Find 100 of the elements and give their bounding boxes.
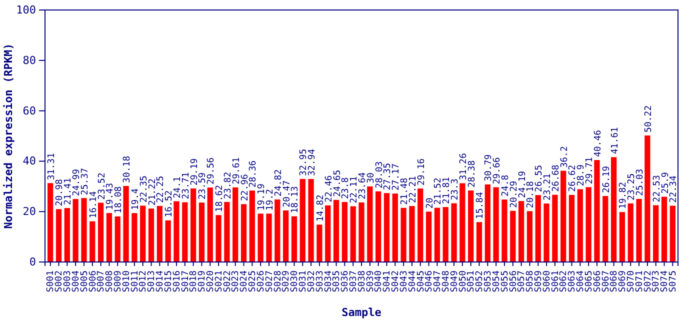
x-tick-label: S065 [584, 270, 594, 292]
y-axis-title: Normalized expression (RPKM) [2, 43, 15, 229]
bar [384, 193, 390, 262]
x-tick-label: S050 [458, 270, 468, 292]
bar [409, 206, 415, 262]
data-label: 26.19 [602, 166, 612, 193]
x-tick-label: S043 [399, 270, 410, 292]
data-label: 14.82 [316, 194, 326, 222]
data-label: 40.46 [593, 130, 604, 158]
data-label: 24.8 [500, 174, 511, 197]
bar [140, 206, 146, 262]
x-tick-label: S017 [180, 270, 191, 292]
x-tick-label: S049 [450, 270, 460, 292]
x-tick-label: S032 [306, 270, 317, 292]
bar [350, 206, 356, 262]
x-tick-label: S067 [601, 270, 612, 292]
bar [207, 188, 213, 262]
bar [106, 213, 112, 262]
data-label: 22.96 [240, 174, 250, 202]
data-label: 23.64 [358, 172, 368, 200]
bar [224, 202, 230, 262]
data-label: 23.52 [97, 172, 108, 200]
bar [282, 210, 289, 262]
data-label: 22.53 [652, 175, 662, 202]
bar [594, 160, 600, 262]
y-tick-label: 40 [22, 154, 36, 168]
data-label: 22.35 [139, 176, 150, 203]
bar [434, 208, 440, 262]
x-tick-label: S066 [592, 270, 603, 292]
bar [451, 203, 457, 262]
bar [568, 194, 575, 262]
bar [442, 207, 448, 262]
bar [48, 183, 54, 262]
bar [249, 190, 255, 262]
bar [325, 205, 331, 262]
bar [342, 202, 348, 262]
data-label: 26.68 [551, 164, 562, 192]
bar [661, 196, 668, 262]
bar [316, 224, 322, 262]
bar [552, 194, 558, 262]
bar [602, 196, 608, 262]
bar [90, 221, 96, 262]
bar [670, 206, 676, 262]
bar [165, 220, 171, 262]
bar [98, 202, 104, 262]
bar [216, 215, 222, 262]
bar [493, 187, 499, 262]
bar [560, 170, 566, 262]
x-axis-title: Sample [342, 306, 382, 319]
y-tick-label: 20 [22, 205, 36, 218]
bar [198, 202, 205, 262]
data-label: 22.34 [669, 176, 680, 203]
x-tick-label: S033 [315, 270, 326, 292]
x-tick-label: S011 [130, 270, 140, 292]
data-label: 29.16 [416, 158, 427, 186]
bar [376, 191, 382, 262]
bar [400, 208, 406, 262]
data-label: 19.2 [265, 188, 276, 211]
data-label: 32.94 [308, 148, 318, 176]
x-tick-label: S015 [164, 270, 174, 292]
bar [64, 208, 70, 262]
y-tick-label: 60 [22, 104, 36, 118]
data-label: 29.19 [190, 158, 200, 186]
bar [333, 200, 340, 262]
bar [232, 187, 238, 262]
bar [148, 208, 154, 262]
bar [484, 184, 490, 262]
x-tick-label: S056 [508, 270, 519, 292]
data-label: 30 [366, 172, 376, 184]
bar [476, 222, 482, 262]
data-label: 18.08 [114, 186, 124, 214]
bar [468, 190, 474, 262]
bar [174, 201, 180, 262]
bar [156, 206, 162, 262]
x-tick-label: S010 [122, 270, 132, 292]
bar [644, 135, 650, 262]
data-label: 28.38 [467, 160, 478, 188]
bar [240, 204, 247, 262]
y-tick-label: 80 [22, 54, 36, 67]
bar [586, 187, 592, 262]
y-tick-label: 100 [16, 4, 36, 17]
x-tick-label: S005 [80, 270, 90, 292]
bar [132, 213, 138, 262]
data-label: 20.29 [509, 180, 520, 208]
bar [81, 198, 87, 262]
bar [114, 216, 120, 262]
bar [56, 209, 62, 262]
data-label: 29.61 [232, 157, 242, 184]
x-tick-label: S004 [71, 270, 82, 292]
data-label: 22.46 [324, 175, 334, 202]
data-label: 29.71 [585, 157, 596, 184]
bar [518, 201, 524, 262]
data-label: 23.82 [223, 172, 234, 199]
data-label: 30.18 [122, 156, 133, 183]
data-label: 18.13 [290, 186, 301, 214]
x-tick-label: S072 [643, 270, 654, 292]
data-label: 19.4 [130, 188, 141, 210]
bar [266, 214, 272, 262]
x-tick-label: S054 [492, 270, 502, 292]
bar [72, 199, 78, 262]
